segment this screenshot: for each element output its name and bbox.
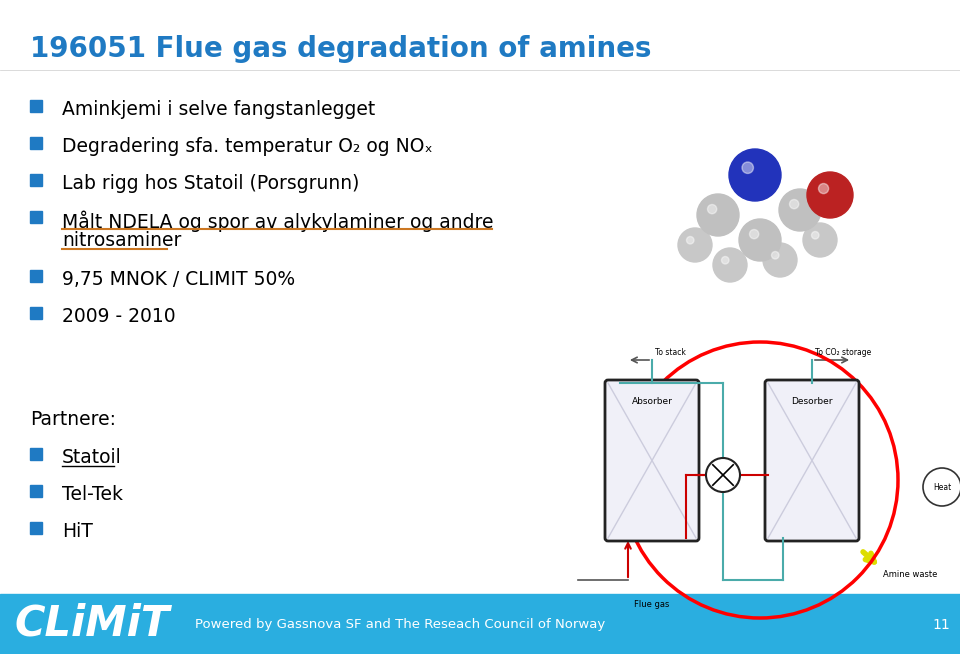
Circle shape	[729, 149, 781, 201]
Bar	[30, 522, 42, 534]
Circle shape	[789, 199, 799, 209]
Bar	[30, 211, 42, 223]
Text: Absorber: Absorber	[632, 397, 672, 406]
Circle shape	[739, 219, 781, 261]
Text: Desorber: Desorber	[791, 397, 832, 406]
Circle shape	[742, 162, 754, 173]
Text: nitrosaminer: nitrosaminer	[62, 231, 181, 250]
Text: Heat: Heat	[933, 483, 951, 492]
Text: Statoil: Statoil	[62, 448, 122, 467]
Circle shape	[678, 228, 712, 262]
Text: Amine waste: Amine waste	[883, 570, 937, 579]
Bar	[30, 137, 42, 149]
Bar	[30, 174, 42, 186]
FancyBboxPatch shape	[765, 380, 859, 541]
Circle shape	[706, 458, 740, 492]
Text: To stack: To stack	[655, 348, 685, 357]
Text: Tel-Tek: Tel-Tek	[62, 485, 123, 504]
Circle shape	[722, 256, 729, 264]
Text: To CO₂ storage: To CO₂ storage	[815, 348, 872, 357]
Circle shape	[779, 189, 821, 231]
Bar	[0, 594, 960, 654]
Circle shape	[763, 243, 797, 277]
Circle shape	[750, 230, 758, 239]
Text: 9,75 MNOK / CLIMIT 50%: 9,75 MNOK / CLIMIT 50%	[62, 270, 295, 289]
Text: 11: 11	[932, 618, 949, 632]
Text: Lab rigg hos Statoil (Porsgrunn): Lab rigg hos Statoil (Porsgrunn)	[62, 174, 359, 193]
Circle shape	[819, 184, 828, 194]
Bar	[30, 448, 42, 460]
Circle shape	[923, 468, 960, 506]
Text: HiT: HiT	[62, 522, 93, 541]
Circle shape	[807, 172, 853, 218]
Bar	[30, 270, 42, 282]
Text: Partnere:: Partnere:	[30, 410, 116, 429]
Text: Aminkjemi i selve fangstanlegget: Aminkjemi i selve fangstanlegget	[62, 100, 375, 119]
Bar	[30, 307, 42, 319]
Text: Degradering sfa. temperatur O₂ og NOₓ: Degradering sfa. temperatur O₂ og NOₓ	[62, 137, 433, 156]
Circle shape	[697, 194, 739, 236]
Circle shape	[803, 223, 837, 257]
Text: Målt NDELA og spor av alykylaminer og andre: Målt NDELA og spor av alykylaminer og an…	[62, 211, 493, 233]
Text: Powered by Gassnova SF and The Reseach Council of Norway: Powered by Gassnova SF and The Reseach C…	[195, 618, 605, 631]
Text: 2009 - 2010: 2009 - 2010	[62, 307, 176, 326]
Text: CLiMiT: CLiMiT	[15, 602, 170, 644]
Circle shape	[713, 248, 747, 282]
Text: Flue gas: Flue gas	[635, 600, 670, 609]
FancyBboxPatch shape	[605, 380, 699, 541]
Circle shape	[772, 252, 779, 259]
Circle shape	[811, 232, 819, 239]
Circle shape	[708, 205, 717, 214]
Bar	[30, 100, 42, 112]
Text: 196051 Flue gas degradation of amines: 196051 Flue gas degradation of amines	[30, 35, 652, 63]
Bar	[30, 485, 42, 497]
Circle shape	[686, 237, 694, 244]
